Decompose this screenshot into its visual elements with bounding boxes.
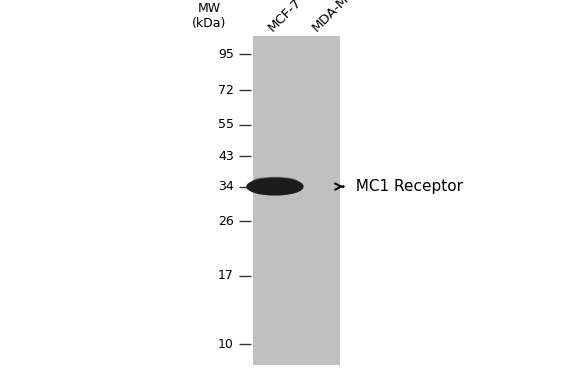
Ellipse shape	[247, 178, 303, 195]
Text: 55: 55	[218, 118, 234, 131]
Text: MW
(kDa): MW (kDa)	[192, 2, 227, 30]
Text: 95: 95	[218, 48, 234, 61]
Text: 43: 43	[218, 150, 234, 163]
Text: 72: 72	[218, 84, 234, 96]
Text: MC1 Receptor: MC1 Receptor	[335, 179, 463, 194]
Text: 10: 10	[218, 338, 234, 350]
Text: 34: 34	[218, 180, 234, 193]
Text: MCF-7: MCF-7	[266, 0, 304, 34]
Text: 26: 26	[218, 215, 234, 228]
Text: 17: 17	[218, 269, 234, 282]
Text: MDA-MB-231: MDA-MB-231	[310, 0, 379, 34]
Ellipse shape	[253, 177, 297, 186]
Bar	[253, 36, 340, 365]
